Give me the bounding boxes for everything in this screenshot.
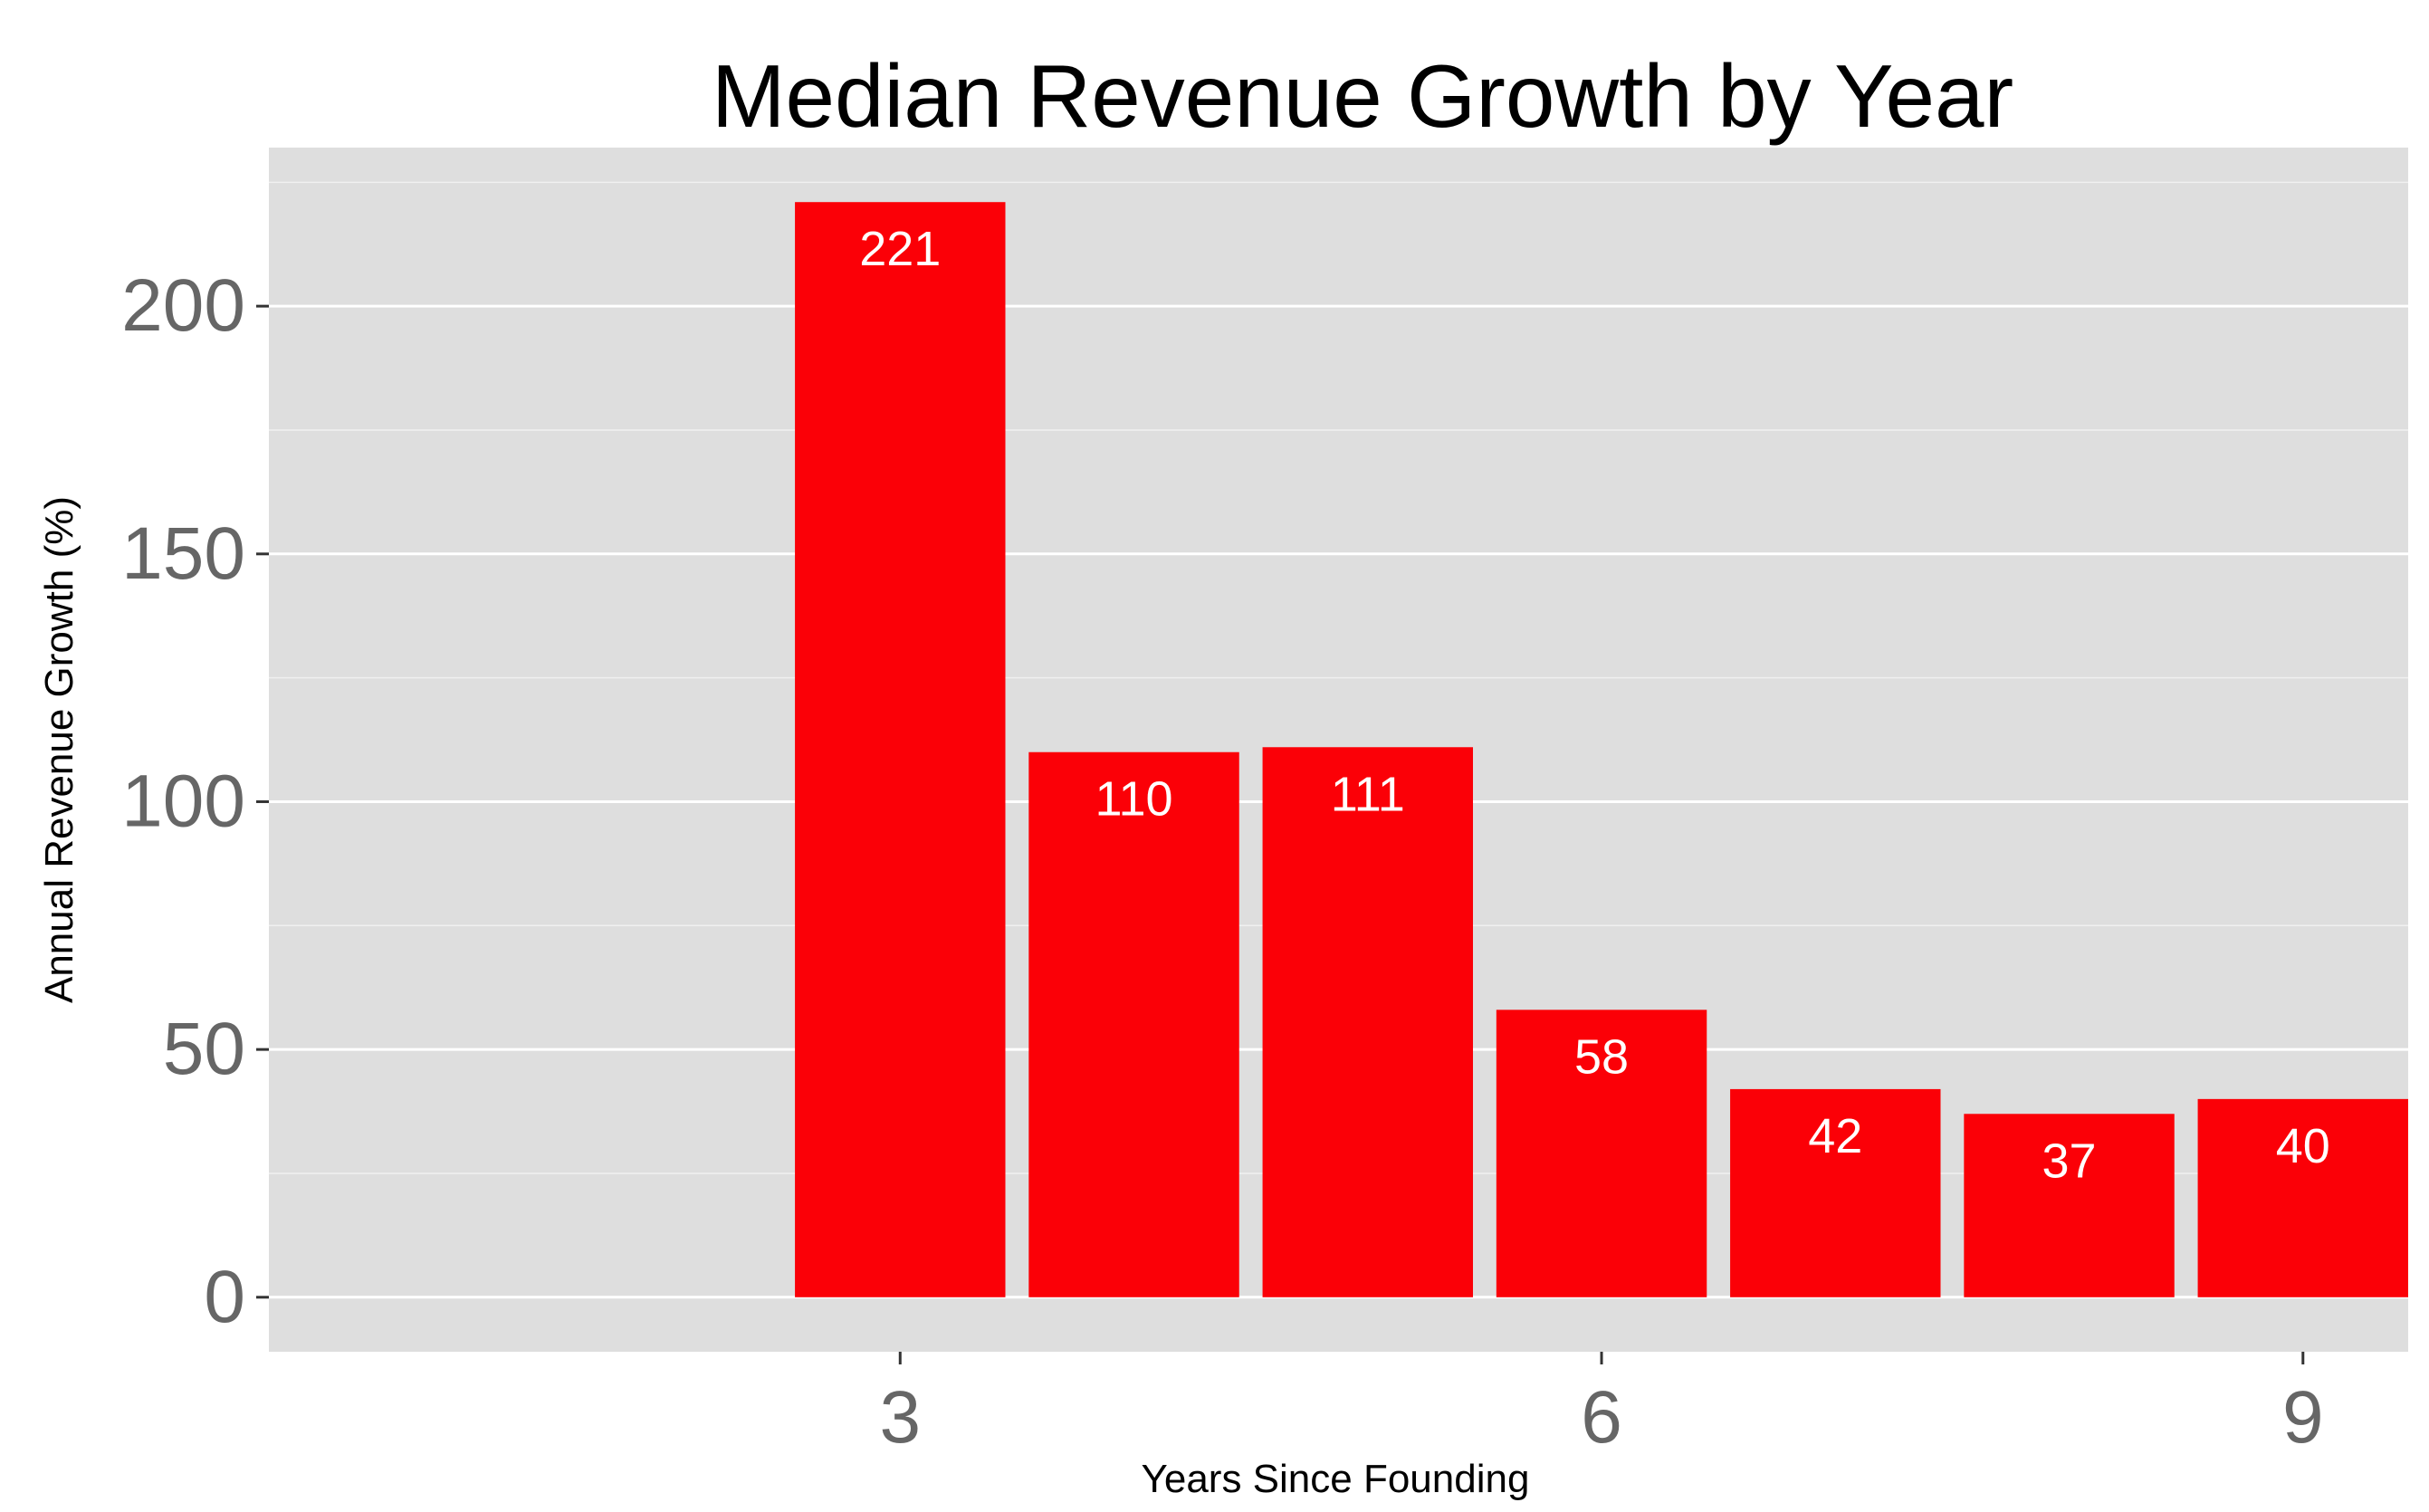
x-tick-label: 3 [879,1376,921,1459]
bars [795,202,2408,1297]
bar [795,202,1006,1297]
bar [1964,1114,2175,1297]
data-labels: 221 110 111 58 42 37 40 [859,222,2330,1188]
x-axis-title: Years Since Founding [1142,1457,1530,1501]
bar [1028,751,1239,1297]
bar-value-label: 221 [859,222,941,276]
bar-value-label: 40 [2276,1119,2330,1173]
chart-title: Median Revenue Growth by Year [712,46,2013,146]
bar-value-label: 111 [1331,767,1405,821]
y-tick-label: 0 [204,1256,245,1338]
bar-value-label: 42 [1808,1109,1862,1163]
y-tick-label: 100 [121,760,245,842]
bar-value-label: 110 [1095,772,1172,827]
x-tick-label: 6 [1581,1376,1622,1459]
x-tick-label: 9 [2282,1376,2324,1459]
bar [1496,1010,1707,1297]
y-tick-label: 150 [121,512,245,595]
y-axis-title: Annual Revenue Growth (%) [37,496,81,1003]
bar [1730,1088,1941,1297]
bar-value-label: 37 [2042,1134,2096,1188]
bar [1262,747,1473,1297]
y-tick-label: 200 [121,264,245,347]
bar-value-label: 58 [1574,1029,1629,1084]
y-tick-label: 50 [163,1008,245,1090]
y-axis-ticks: 0 50 100 150 200 [121,264,269,1338]
bar [2197,1098,2408,1297]
x-axis-ticks: 3 6 9 [879,1352,2324,1459]
